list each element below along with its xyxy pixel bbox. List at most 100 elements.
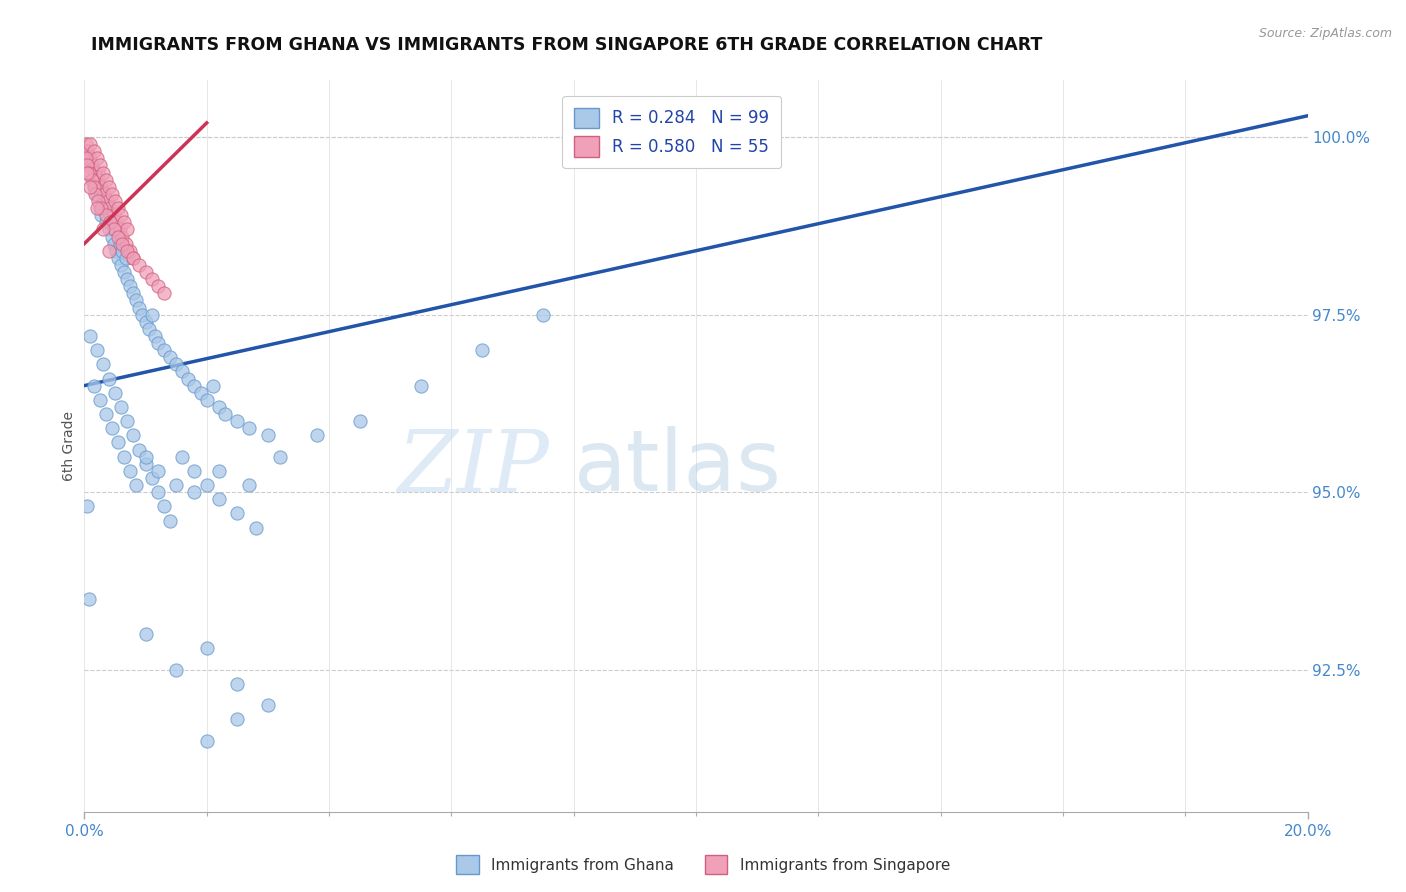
- Legend: Immigrants from Ghana, Immigrants from Singapore: Immigrants from Ghana, Immigrants from S…: [450, 849, 956, 880]
- Point: [77, 165, 100, 179]
- Point: [90, 179, 112, 194]
- Point: [115, 222, 138, 236]
- Point: [83, 179, 105, 194]
- Point: [305, 428, 328, 442]
- Point: [165, 663, 187, 677]
- Point: [153, 343, 176, 358]
- Point: [103, 222, 125, 236]
- Point: [79, 152, 101, 166]
- Point: [135, 457, 157, 471]
- Point: [125, 293, 148, 308]
- Point: [97, 222, 120, 236]
- Point: [122, 251, 145, 265]
- Point: [76, 500, 98, 514]
- Point: [141, 471, 163, 485]
- Point: [128, 258, 150, 272]
- Point: [77, 591, 100, 606]
- Point: [91, 222, 114, 236]
- Point: [257, 428, 280, 442]
- Point: [112, 215, 135, 229]
- Point: [115, 244, 138, 258]
- Point: [94, 407, 117, 421]
- Point: [245, 521, 267, 535]
- Point: [107, 201, 129, 215]
- Point: [238, 421, 260, 435]
- Point: [107, 251, 129, 265]
- Point: [128, 301, 150, 315]
- Point: [105, 244, 128, 258]
- Point: [153, 286, 176, 301]
- Point: [111, 229, 134, 244]
- Point: [89, 159, 111, 173]
- Point: [107, 229, 129, 244]
- Point: [201, 378, 224, 392]
- Point: [122, 251, 145, 265]
- Point: [86, 201, 108, 215]
- Point: [183, 378, 205, 392]
- Point: [87, 165, 110, 179]
- Point: [131, 308, 153, 322]
- Point: [91, 357, 114, 371]
- Point: [93, 186, 115, 201]
- Point: [238, 478, 260, 492]
- Point: [141, 308, 163, 322]
- Point: [87, 172, 110, 186]
- Point: [84, 179, 107, 194]
- Point: [98, 208, 121, 222]
- Point: [208, 464, 231, 478]
- Point: [128, 442, 150, 457]
- Legend: R = 0.284   N = 99, R = 0.580   N = 55: R = 0.284 N = 99, R = 0.580 N = 55: [562, 96, 780, 169]
- Point: [214, 407, 236, 421]
- Point: [112, 450, 135, 464]
- Point: [103, 236, 125, 251]
- Point: [195, 478, 218, 492]
- Point: [83, 172, 105, 186]
- Point: [172, 450, 194, 464]
- Point: [79, 329, 101, 343]
- Point: [101, 421, 124, 435]
- Point: [135, 265, 157, 279]
- Point: [86, 152, 108, 166]
- Point: [79, 179, 101, 194]
- Y-axis label: 6th Grade: 6th Grade: [62, 411, 76, 481]
- Point: [135, 450, 157, 464]
- Point: [257, 698, 280, 713]
- Point: [349, 414, 371, 428]
- Point: [269, 450, 291, 464]
- Point: [97, 371, 120, 385]
- Point: [94, 172, 117, 186]
- Point: [110, 208, 132, 222]
- Point: [98, 201, 121, 215]
- Point: [115, 414, 138, 428]
- Point: [135, 627, 157, 641]
- Text: IMMIGRANTS FROM GHANA VS IMMIGRANTS FROM SINGAPORE 6TH GRADE CORRELATION CHART: IMMIGRANTS FROM GHANA VS IMMIGRANTS FROM…: [91, 36, 1043, 54]
- Point: [159, 350, 181, 364]
- Point: [226, 677, 249, 691]
- Text: ZIP: ZIP: [398, 426, 550, 509]
- Point: [165, 357, 187, 371]
- Point: [183, 464, 205, 478]
- Point: [146, 279, 169, 293]
- Point: [79, 137, 101, 152]
- Point: [97, 244, 120, 258]
- Point: [97, 179, 120, 194]
- Point: [80, 172, 103, 186]
- Point: [97, 194, 120, 208]
- Point: [76, 165, 98, 179]
- Point: [104, 222, 127, 236]
- Text: Source: ZipAtlas.com: Source: ZipAtlas.com: [1258, 27, 1392, 40]
- Point: [226, 414, 249, 428]
- Point: [101, 186, 124, 201]
- Point: [90, 208, 112, 222]
- Point: [208, 400, 231, 414]
- Point: [138, 322, 160, 336]
- Point: [103, 208, 125, 222]
- Point: [83, 145, 105, 159]
- Point: [153, 500, 176, 514]
- Point: [80, 159, 103, 173]
- Point: [83, 378, 105, 392]
- Point: [531, 308, 554, 322]
- Point: [84, 165, 107, 179]
- Point: [190, 385, 212, 400]
- Point: [89, 201, 111, 215]
